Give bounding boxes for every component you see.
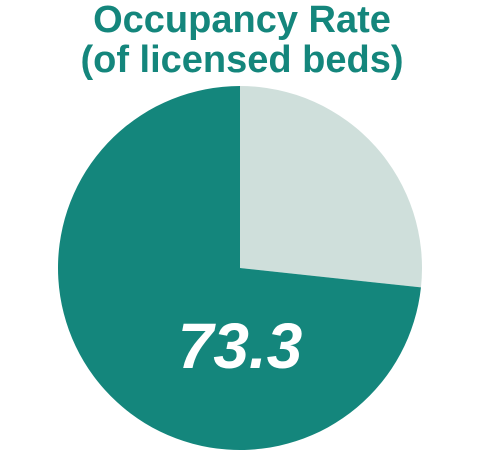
pie-value-label: 73.3 — [178, 310, 303, 382]
pie-slice-unoccupied — [240, 86, 422, 288]
chart-title-line-1: Occupancy Rate — [93, 0, 391, 41]
chart-title-line-2: (of licensed beds) — [80, 39, 404, 81]
pie-slices — [57, 86, 422, 450]
chart-title: Occupancy Rate (of licensed beds) — [0, 0, 484, 80]
pie-slice-occupied — [57, 86, 421, 450]
